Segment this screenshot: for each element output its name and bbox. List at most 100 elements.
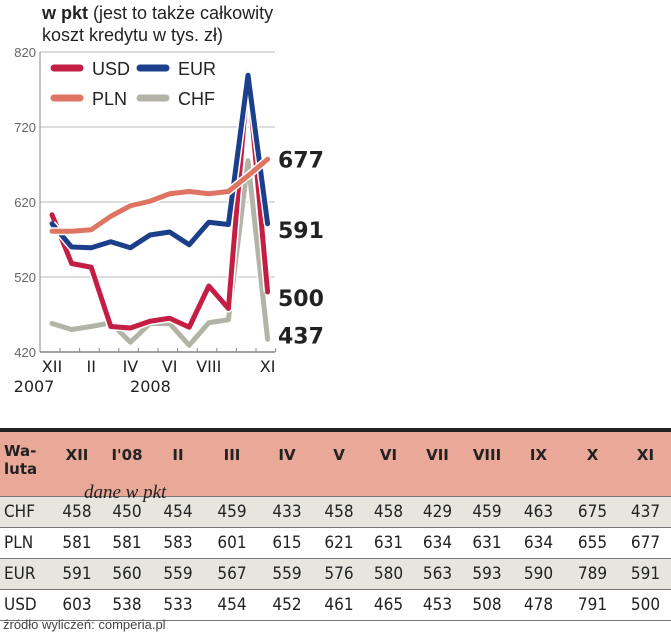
table-cell: 454 xyxy=(217,595,247,615)
table-cell: 621 xyxy=(324,533,354,553)
table-cell: 634 xyxy=(422,533,453,553)
table-cell: 452 xyxy=(272,595,302,615)
column-header: VIII xyxy=(472,446,502,464)
column-header: I'08 xyxy=(111,446,143,464)
table-cell: 593 xyxy=(472,564,502,584)
table-cell: 533 xyxy=(163,595,193,615)
table-cell: 631 xyxy=(472,533,502,553)
column-header: VII xyxy=(426,446,449,464)
end-label-pln: 677 xyxy=(278,148,324,173)
table-cell: 458 xyxy=(373,502,404,522)
y-tick-label: 620 xyxy=(14,195,36,210)
table-row: PLN 581 581 583 601 615 621 631 634 631 634 655 677 xyxy=(0,528,671,559)
table-cell: 590 xyxy=(523,564,554,584)
end-label-eur: 591 xyxy=(278,219,324,244)
y-tick-label: 720 xyxy=(14,120,36,135)
header-currency: Wa-luta xyxy=(0,432,52,496)
table-cell: 591 xyxy=(62,564,92,584)
x-tick-label: VIII xyxy=(196,357,221,376)
table-cell: 454 xyxy=(163,502,193,522)
table-cell: 583 xyxy=(163,533,193,553)
table-cell: 429 xyxy=(422,502,453,522)
table-cell: 453 xyxy=(422,595,453,615)
table-cell: 559 xyxy=(272,564,302,584)
table-cell: 563 xyxy=(422,564,453,584)
table-cell: 458 xyxy=(324,502,354,522)
table-cell: 675 xyxy=(577,502,608,522)
header-label-2: luta xyxy=(4,460,38,478)
table-cell: 478 xyxy=(523,595,554,615)
table-cell: 560 xyxy=(112,564,142,584)
column-header: II xyxy=(172,446,184,464)
end-label-chf: 437 xyxy=(278,324,324,349)
row-label: USD xyxy=(4,595,37,615)
series-line-eur xyxy=(49,72,271,251)
x-tick-label: XI xyxy=(260,357,276,376)
row-label: PLN xyxy=(4,533,34,553)
column-header: VI xyxy=(379,446,398,464)
table-cell: 591 xyxy=(630,564,661,584)
year-label: 2007 xyxy=(14,377,55,396)
x-tick-label: VI xyxy=(162,357,178,376)
data-table: Wa-luta dane w pkt XII I'08 II III IV V VI VII V… xyxy=(0,428,671,621)
y-tick-label: 520 xyxy=(14,270,36,285)
legend-label-pln: PLN xyxy=(92,89,127,109)
row-label: CHF xyxy=(4,502,35,522)
table-row: CHF 458 450 454 459 433 458 458 429 459 463 675 437 xyxy=(0,497,671,528)
table-cell: 500 xyxy=(630,595,661,615)
title-line2: koszt kredytu w tys. zł) xyxy=(42,25,224,45)
table-cell: 465 xyxy=(373,595,404,615)
x-tick-label: IV xyxy=(123,357,139,376)
column-header: XII xyxy=(65,446,89,464)
table-cell: 559 xyxy=(163,564,193,584)
table-cell: 631 xyxy=(373,533,404,553)
column-header: X xyxy=(586,446,599,464)
table-cell: 655 xyxy=(577,533,608,553)
table-cell: 580 xyxy=(373,564,404,584)
table-header: Wa-luta dane w pkt XII I'08 II III IV V VI VII V… xyxy=(0,432,671,503)
table-cell: 461 xyxy=(324,595,354,615)
table-cell: 459 xyxy=(217,502,247,522)
table-cell: 567 xyxy=(217,564,247,584)
header-label-1: Wa- xyxy=(4,442,37,460)
title-bold: w pkt xyxy=(42,3,89,23)
line-chart: 420 520 620 720 820 XII II IV VI VIII XI 2007 2008 43… xyxy=(14,45,324,396)
table-cell: 615 xyxy=(272,533,302,553)
table-cell: 581 xyxy=(62,533,92,553)
x-tick-label: XII xyxy=(42,357,62,376)
table-cell: 791 xyxy=(577,595,608,615)
table-row: EUR 591 560 559 567 559 576 580 563 593 590 789 591 xyxy=(0,559,671,590)
column-header: V xyxy=(333,446,345,464)
table-cell: 789 xyxy=(577,564,608,584)
table-cell: 634 xyxy=(523,533,554,553)
legend-label-eur: EUR xyxy=(178,59,216,79)
row-label: EUR xyxy=(4,564,36,584)
column-header: IV xyxy=(278,446,296,464)
table-cell: 538 xyxy=(112,595,142,615)
series-line-pln xyxy=(49,156,271,234)
table-row: USD 603 538 533 454 452 461 465 453 508 478 791 500 xyxy=(0,590,671,621)
end-label-usd: 500 xyxy=(278,287,324,312)
table-cell: 463 xyxy=(523,502,554,522)
series-line-usd xyxy=(49,71,271,331)
column-header: XI xyxy=(636,446,655,464)
chart-title: w pkt (jest to także całkowity koszt kred… xyxy=(42,2,273,46)
table-cell: 437 xyxy=(630,502,661,522)
table-cell: 433 xyxy=(272,502,302,522)
legend-label-usd: USD xyxy=(92,59,130,79)
y-tick-label: 820 xyxy=(14,45,36,60)
table-cell: 508 xyxy=(472,595,502,615)
table-subtitle: dane w pkt xyxy=(84,482,167,503)
column-header: IX xyxy=(529,446,548,464)
x-tick-label: II xyxy=(86,357,95,376)
table-cell: 458 xyxy=(62,502,92,522)
table-cell: 601 xyxy=(217,533,247,553)
table-cell: 677 xyxy=(630,533,661,553)
column-header: III xyxy=(223,446,241,464)
source-note: źródło wyliczeń: comperia.pl xyxy=(3,617,166,632)
table-cell: 576 xyxy=(324,564,354,584)
title-rest: (jest to także całkowity xyxy=(88,3,274,23)
legend-label-chf: CHF xyxy=(178,89,215,109)
table-cell: 450 xyxy=(112,502,142,522)
table-cell: 603 xyxy=(62,595,92,615)
